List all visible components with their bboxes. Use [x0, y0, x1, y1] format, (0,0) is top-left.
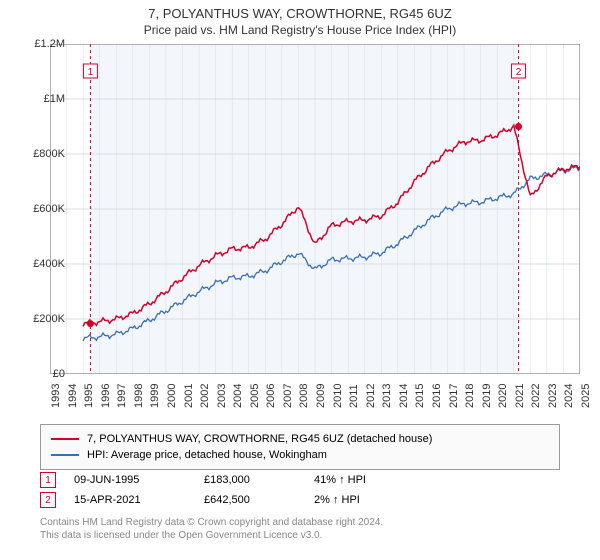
- x-tick-label: 2017: [448, 384, 460, 408]
- x-tick-label: 2025: [580, 384, 592, 408]
- y-tick-label: £400K: [33, 258, 65, 270]
- svg-text:1: 1: [88, 67, 94, 78]
- legend-item: 7, POLYANTHUS WAY, CROWTHORNE, RG45 6UZ …: [51, 431, 549, 447]
- sales-table: 1 09-JUN-1995£183,00041% ↑ HPI 2 15-APR-202…: [40, 470, 560, 510]
- x-tick-label: 2024: [563, 384, 575, 408]
- x-tick-label: 2005: [249, 384, 261, 408]
- x-tick-label: 2022: [530, 384, 542, 408]
- x-tick-label: 2015: [414, 384, 426, 408]
- x-tick-label: 2016: [431, 384, 443, 408]
- sale-marker: 2: [40, 492, 56, 508]
- x-tick-label: 2002: [199, 384, 211, 408]
- x-tick-label: 2008: [298, 384, 310, 408]
- legend-item: HPI: Average price, detached house, Woki…: [51, 447, 549, 463]
- x-axis-labels: 1993 1994 1995 1996 1997 1998 1999 2000 2001 2002…: [50, 378, 580, 422]
- sale-hpi: 41% ↑ HPI: [314, 474, 414, 486]
- sale-price: £642,500: [204, 494, 314, 506]
- sale-hpi: 2% ↑ HPI: [314, 494, 414, 506]
- x-tick-label: 1998: [133, 384, 145, 408]
- x-tick-label: 2009: [315, 384, 327, 408]
- footer-line-2: This data is licensed under the Open Gov…: [40, 529, 383, 542]
- x-tick-label: 1997: [116, 384, 128, 408]
- sale-date: 09-JUN-1995: [74, 474, 204, 486]
- x-tick-label: 2013: [381, 384, 393, 408]
- chart-subtitle: Price paid vs. HM Land Registry's House …: [0, 21, 600, 41]
- svg-text:2: 2: [516, 67, 522, 78]
- x-tick-label: 2003: [216, 384, 228, 408]
- chart-title: 7, POLYANTHUS WAY, CROWTHORNE, RG45 6UZ: [0, 0, 600, 21]
- x-tick-label: 2007: [282, 384, 294, 408]
- sale-marker: 1: [40, 472, 56, 488]
- x-tick-label: 2000: [166, 384, 178, 408]
- sale-date: 15-APR-2021: [74, 494, 204, 506]
- y-tick-label: £0: [53, 368, 65, 380]
- legend-label: HPI: Average price, detached house, Woki…: [87, 449, 327, 461]
- chart-svg: 12: [50, 44, 580, 374]
- x-tick-label: 2001: [183, 384, 195, 408]
- x-tick-label: 2011: [348, 384, 360, 408]
- x-tick-label: 1996: [100, 384, 112, 408]
- x-tick-label: 2006: [265, 384, 277, 408]
- footer-line-1: Contains HM Land Registry data © Crown c…: [40, 516, 383, 529]
- legend-swatch: [51, 454, 79, 456]
- legend-swatch: [51, 438, 79, 440]
- y-tick-label: £600K: [33, 203, 65, 215]
- y-tick-label: £1M: [44, 93, 65, 105]
- y-tick-label: £1.2M: [34, 38, 65, 50]
- chart-container: 7, POLYANTHUS WAY, CROWTHORNE, RG45 6UZ …: [0, 0, 600, 560]
- legend-label: 7, POLYANTHUS WAY, CROWTHORNE, RG45 6UZ …: [87, 433, 432, 445]
- x-tick-label: 2004: [232, 384, 244, 408]
- x-tick-label: 2019: [481, 384, 493, 408]
- x-tick-label: 1993: [50, 384, 62, 408]
- x-tick-label: 2014: [398, 384, 410, 408]
- x-tick-label: 2020: [497, 384, 509, 408]
- y-tick-label: £800K: [33, 148, 65, 160]
- sale-price: £183,000: [204, 474, 314, 486]
- x-tick-label: 1994: [67, 384, 79, 408]
- y-tick-label: £200K: [33, 313, 65, 325]
- x-tick-label: 2012: [365, 384, 377, 408]
- x-tick-label: 2010: [332, 384, 344, 408]
- x-tick-label: 2018: [464, 384, 476, 408]
- chart-plot-area: 12: [50, 44, 580, 374]
- sale-row: 1 09-JUN-1995£183,00041% ↑ HPI: [40, 470, 560, 490]
- x-tick-label: 2023: [547, 384, 559, 408]
- x-tick-label: 2021: [514, 384, 526, 408]
- legend: 7, POLYANTHUS WAY, CROWTHORNE, RG45 6UZ …: [40, 424, 560, 470]
- x-tick-label: 1995: [83, 384, 95, 408]
- x-tick-label: 1999: [149, 384, 161, 408]
- footer-attribution: Contains HM Land Registry data © Crown c…: [40, 516, 383, 542]
- sale-row: 2 15-APR-2021£642,5002% ↑ HPI: [40, 490, 560, 510]
